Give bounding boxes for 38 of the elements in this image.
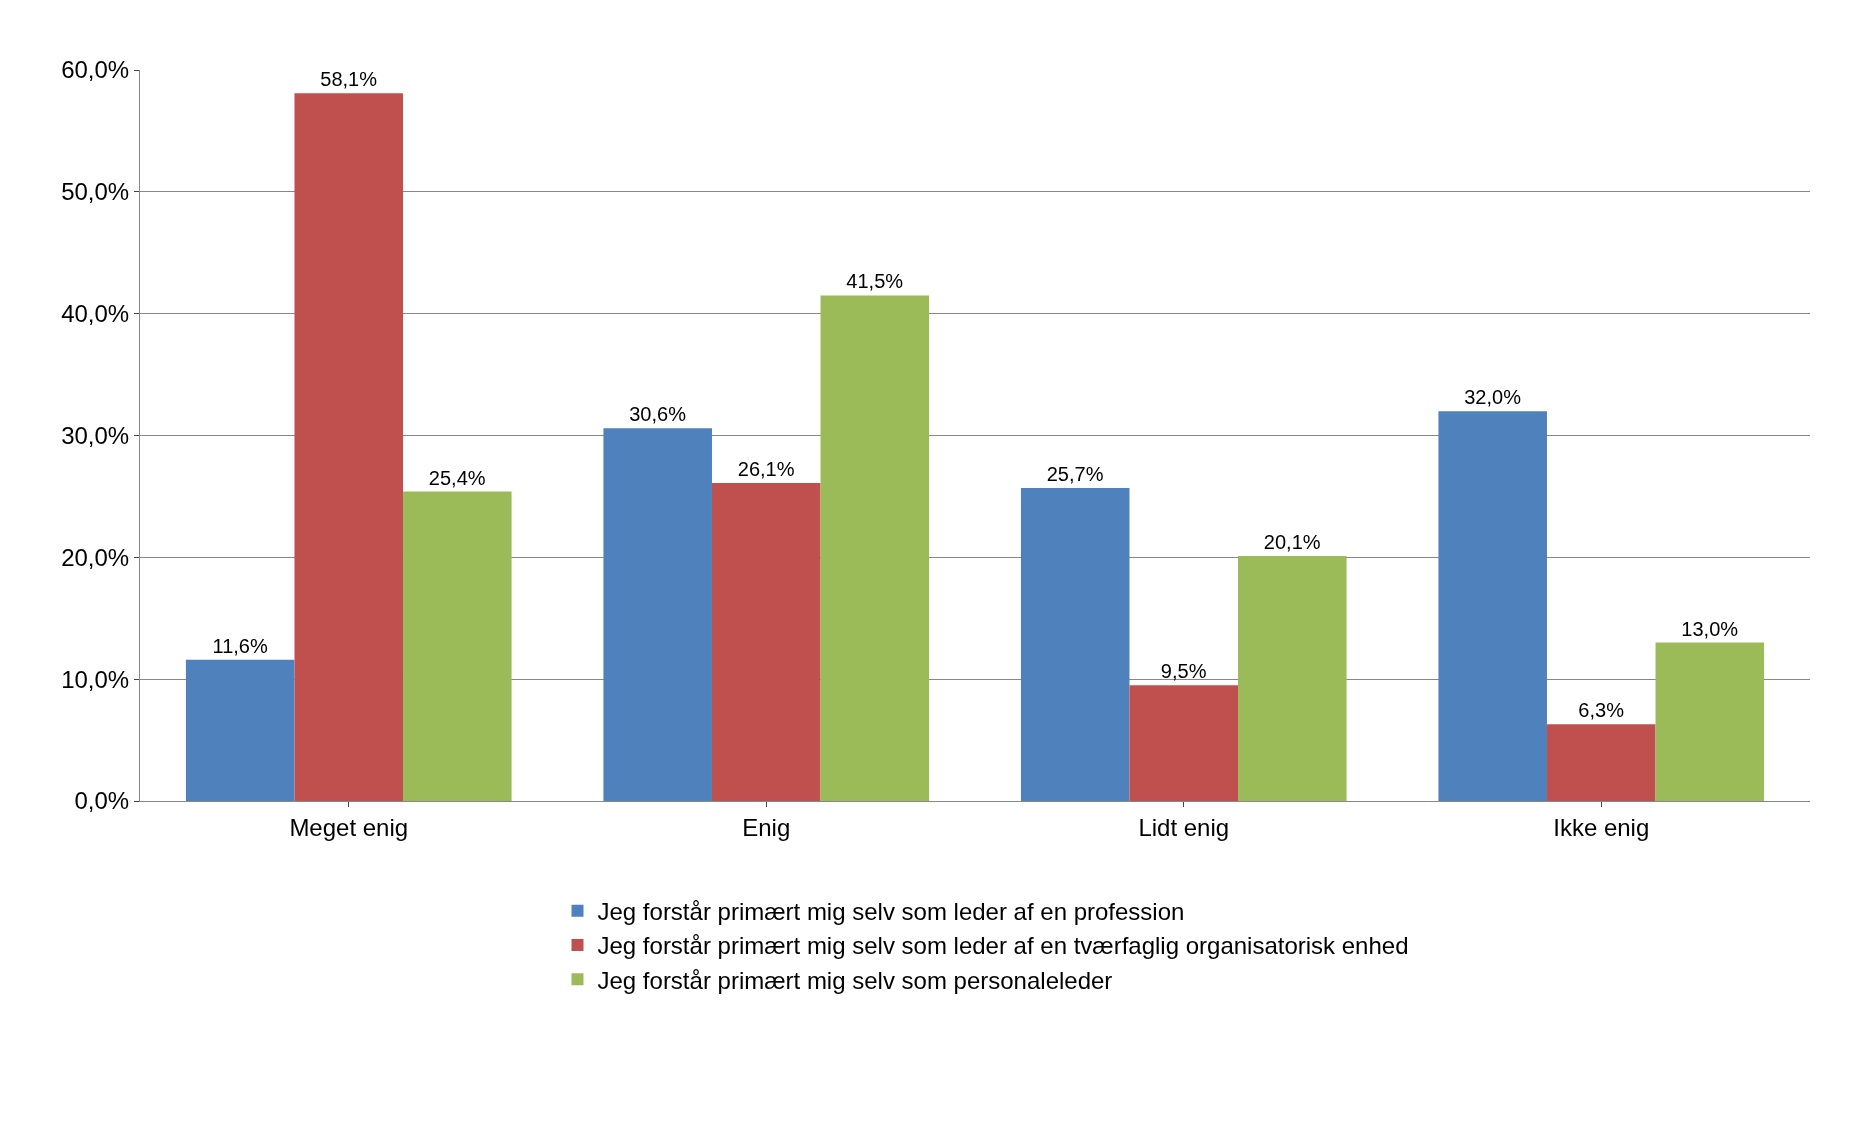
- x-tick-label: Meget enig: [289, 813, 409, 841]
- bar: [820, 295, 930, 801]
- data-label: 41,5%: [846, 270, 904, 293]
- data-label: 13,0%: [1681, 617, 1739, 640]
- bar: [1438, 411, 1547, 801]
- y-tick-label: 50,0%: [61, 178, 130, 206]
- y-tick-label: 30,0%: [61, 421, 130, 449]
- bar: [711, 483, 821, 801]
- legend-label: Jeg forstår primært mig selv som leder af en tværfaglig organisatorisk enhed: [597, 932, 1409, 960]
- bar: [603, 428, 712, 801]
- bar: [294, 93, 404, 801]
- bar: [1020, 487, 1130, 801]
- data-label: 58,1%: [320, 68, 378, 91]
- data-label: 6,3%: [1578, 699, 1625, 722]
- x-tick-label: Ikke enig: [1553, 813, 1650, 841]
- y-tick-label: 20,0%: [61, 543, 130, 571]
- bar: [1655, 642, 1765, 801]
- bar: [1238, 556, 1347, 801]
- x-tick-label: Lidt enig: [1138, 813, 1230, 841]
- legend-label: Jeg forstår primært mig selv som leder af en profession: [597, 898, 1185, 926]
- y-tick-label: 0,0%: [74, 787, 130, 815]
- data-label: 9,5%: [1160, 660, 1207, 683]
- data-label: 20,1%: [1263, 531, 1321, 554]
- data-label: 26,1%: [737, 458, 795, 481]
- data-label: 25,7%: [1046, 462, 1104, 485]
- bar: [1546, 724, 1656, 801]
- bar: [185, 659, 295, 801]
- x-tick-label: Enig: [742, 813, 791, 841]
- y-tick-label: 40,0%: [61, 300, 130, 328]
- data-label: 30,6%: [629, 403, 687, 426]
- bar: [1129, 685, 1239, 801]
- data-label: 11,6%: [212, 634, 268, 657]
- bar: [403, 491, 512, 801]
- y-tick-label: 10,0%: [61, 665, 130, 693]
- data-label: 32,0%: [1464, 386, 1522, 409]
- legend-label: Jeg forstår primært mig selv som personaleleder: [597, 966, 1113, 994]
- data-label: 25,4%: [428, 466, 486, 489]
- y-tick-label: 60,0%: [61, 56, 130, 84]
